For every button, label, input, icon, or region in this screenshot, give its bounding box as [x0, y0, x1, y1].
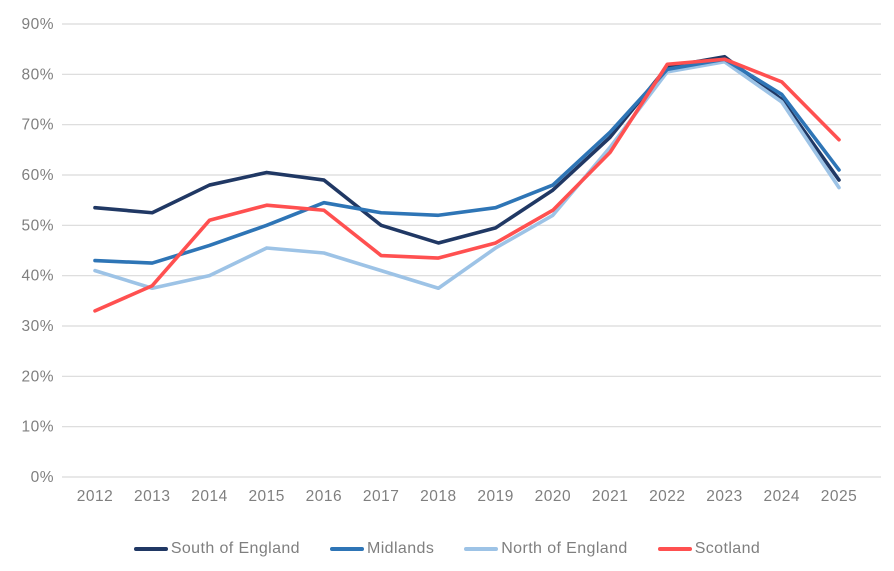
legend-swatch-scotland	[657, 547, 692, 551]
series-line-midlands	[93, 57, 841, 265]
x-tick-label: 2023	[706, 488, 742, 505]
x-tick-label: 2018	[420, 488, 456, 505]
y-tick-label: 50%	[21, 217, 54, 234]
legend-item-scotland: Scotland	[657, 540, 761, 558]
legend-item-south-of-england: South of England	[133, 540, 300, 558]
series-line-south-of-england	[93, 54, 841, 245]
x-tick-label: 2019	[477, 488, 513, 505]
x-tick-label: 2021	[592, 488, 628, 505]
x-tick-label: 2025	[821, 488, 857, 505]
y-tick-label: 10%	[21, 419, 54, 436]
y-tick-label: 90%	[21, 16, 54, 33]
y-tick-label: 60%	[21, 167, 54, 184]
x-tick-label: 2016	[306, 488, 342, 505]
x-tick-label: 2024	[764, 488, 800, 505]
x-tick-label: 2013	[134, 488, 170, 505]
legend-label-midlands: Midlands	[366, 540, 435, 557]
y-axis-labels: 0% 10% 20% 30% 40% 50% 60% 70% 80% 90%	[21, 16, 54, 486]
y-tick-label: 30%	[21, 318, 54, 335]
y-tick-label: 20%	[21, 368, 54, 385]
x-tick-label: 2012	[77, 488, 113, 505]
x-tick-label: 2020	[535, 488, 571, 505]
series-line-scotland	[93, 57, 841, 313]
series-line-north-of-england	[93, 59, 841, 291]
legend-swatch-south-of-england	[133, 547, 168, 551]
y-tick-label: 70%	[21, 117, 54, 134]
chart-legend: South of England Midlands North of England…	[0, 540, 894, 558]
y-tick-label: 0%	[31, 469, 54, 486]
gridlines	[62, 23, 881, 478]
legend-label-scotland: Scotland	[694, 540, 761, 557]
legend-item-midlands: Midlands	[329, 540, 435, 558]
x-tick-label: 2014	[191, 488, 227, 505]
legend-label-north-of-england: North of England	[501, 540, 628, 557]
x-axis-labels: 2012 2013 2014 2015 2016 2017 2018 2019 2020 2021…	[77, 488, 857, 505]
y-tick-label: 80%	[21, 66, 54, 83]
x-tick-label: 2015	[248, 488, 284, 505]
legend-swatch-north-of-england	[464, 547, 499, 551]
x-tick-label: 2017	[363, 488, 399, 505]
legend-swatch-midlands	[329, 547, 364, 551]
legend-item-north-of-england: North of England	[464, 540, 627, 558]
y-tick-label: 40%	[21, 268, 54, 285]
x-tick-label: 2022	[649, 488, 685, 505]
legend-label-south-of-england: South of England	[170, 540, 300, 557]
